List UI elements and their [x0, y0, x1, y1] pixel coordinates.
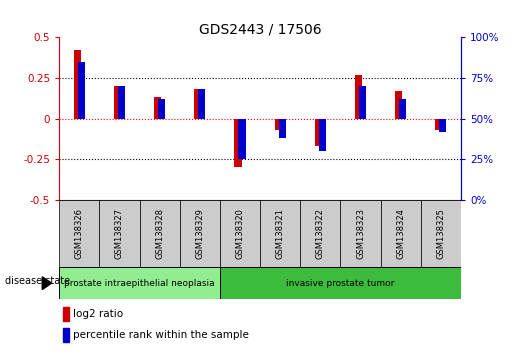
Text: GSM138325: GSM138325 — [436, 208, 445, 259]
Text: log2 ratio: log2 ratio — [73, 309, 124, 319]
Bar — [158, 99, 165, 119]
Bar — [118, 86, 125, 119]
Text: invasive prostate tumor: invasive prostate tumor — [286, 279, 394, 288]
Text: GSM138320: GSM138320 — [235, 208, 245, 259]
Bar — [99, 200, 140, 267]
Bar — [435, 119, 442, 130]
Bar — [78, 62, 85, 119]
Bar — [319, 119, 326, 151]
Bar — [74, 50, 81, 119]
Text: GSM138322: GSM138322 — [316, 208, 325, 259]
Text: GSM138328: GSM138328 — [155, 208, 164, 259]
Text: GSM138323: GSM138323 — [356, 208, 365, 259]
Bar — [260, 200, 300, 267]
Polygon shape — [42, 277, 52, 290]
Title: GDS2443 / 17506: GDS2443 / 17506 — [199, 22, 321, 36]
Bar — [220, 267, 461, 299]
Bar — [238, 119, 246, 159]
Text: GSM138324: GSM138324 — [396, 208, 405, 259]
Text: GSM138327: GSM138327 — [115, 208, 124, 259]
Bar — [114, 86, 121, 119]
Bar — [381, 200, 421, 267]
Text: GSM138326: GSM138326 — [75, 208, 84, 259]
Bar — [220, 200, 260, 267]
Bar — [439, 119, 447, 132]
Bar — [300, 200, 340, 267]
Bar — [154, 97, 161, 119]
Text: disease state: disease state — [5, 276, 70, 286]
Bar — [59, 267, 220, 299]
Text: GSM138321: GSM138321 — [276, 208, 285, 259]
Bar — [274, 119, 282, 130]
Text: GSM138329: GSM138329 — [195, 208, 204, 259]
Bar — [421, 200, 461, 267]
Bar — [340, 200, 381, 267]
Bar — [279, 119, 286, 138]
Bar — [140, 200, 180, 267]
Bar — [180, 200, 220, 267]
Text: prostate intraepithelial neoplasia: prostate intraepithelial neoplasia — [64, 279, 215, 288]
Bar — [63, 329, 69, 343]
Bar — [234, 119, 242, 167]
Bar — [355, 75, 362, 119]
Bar — [395, 91, 402, 119]
Bar — [399, 99, 406, 119]
Bar — [63, 307, 69, 321]
Bar — [59, 200, 99, 267]
Bar — [359, 86, 366, 119]
Bar — [198, 89, 205, 119]
Bar — [315, 119, 322, 146]
Text: percentile rank within the sample: percentile rank within the sample — [73, 330, 249, 341]
Bar — [194, 89, 201, 119]
